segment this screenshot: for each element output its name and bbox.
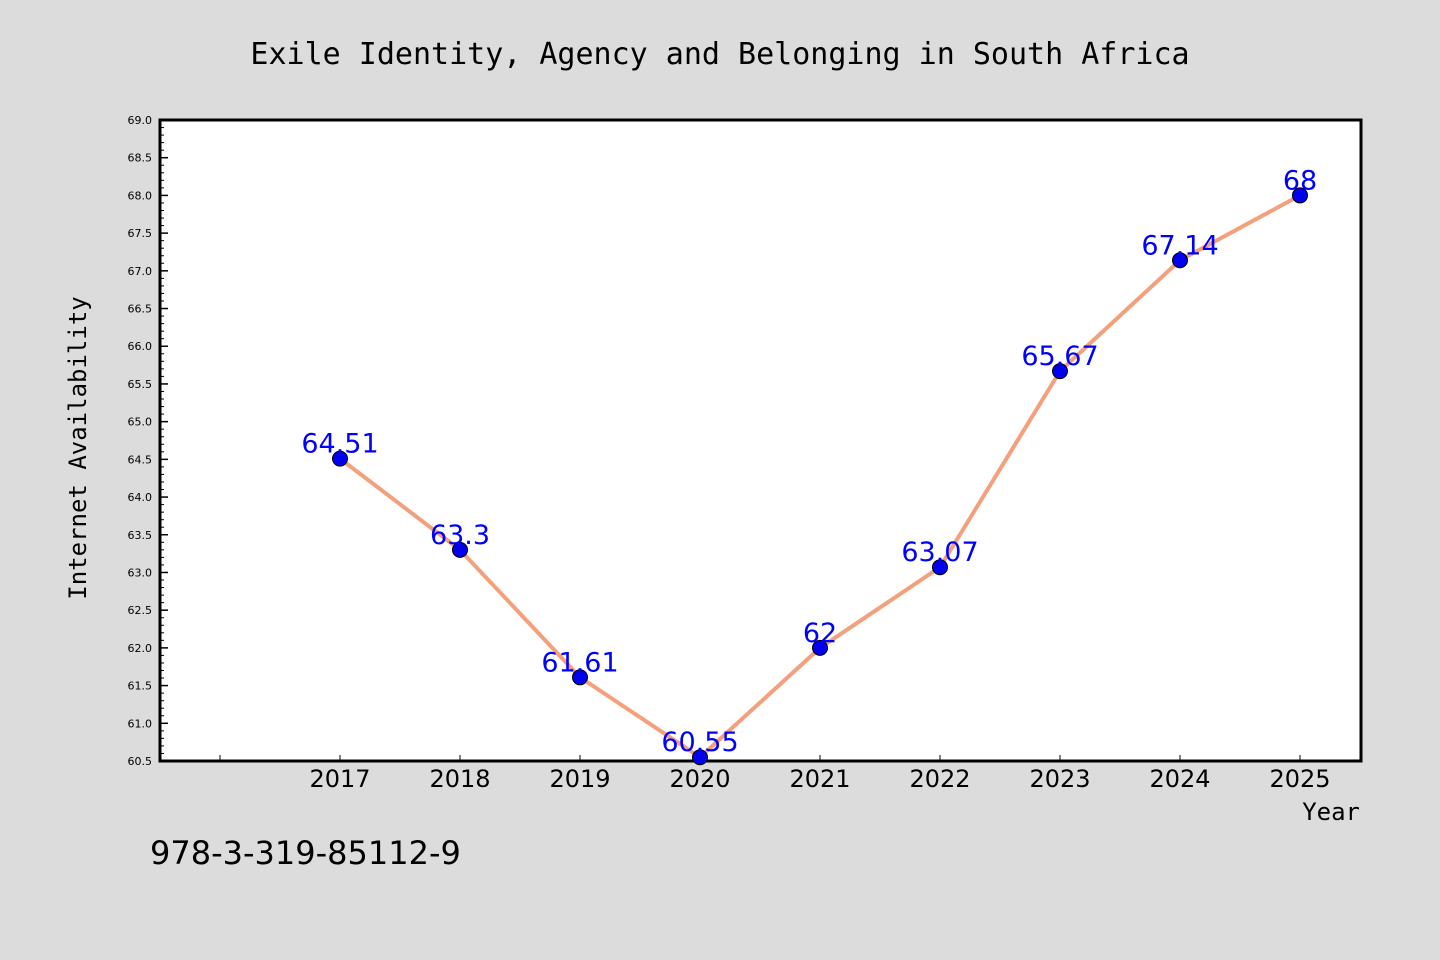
data-label: 68 xyxy=(1283,165,1317,196)
x-tick-label: 2023 xyxy=(1029,765,1090,793)
x-tick-label: 2018 xyxy=(429,765,490,793)
y-tick-label: 60.5 xyxy=(128,755,153,768)
data-label: 62 xyxy=(803,618,837,649)
data-point xyxy=(812,639,828,656)
y-tick-label: 66.0 xyxy=(128,340,153,353)
x-tick-label: 2025 xyxy=(1269,765,1330,793)
data-point xyxy=(452,541,468,558)
isbn-text: 978-3-319-85112-9 xyxy=(150,834,461,872)
y-tick-label: 63.0 xyxy=(128,566,153,579)
data-label: 64.51 xyxy=(301,429,378,460)
x-tick-label: 2021 xyxy=(789,765,850,793)
data-label: 67.14 xyxy=(1141,230,1218,261)
data-point xyxy=(692,749,708,766)
x-tick-label: 2024 xyxy=(1149,765,1210,793)
x-axis-label: Year xyxy=(1302,798,1360,826)
y-tick-label: 68.5 xyxy=(128,152,153,165)
data-point xyxy=(332,450,348,467)
y-axis-label: Internet Availability xyxy=(64,296,92,599)
y-tick-label: 65.5 xyxy=(128,378,153,391)
y-tick-label: 67.0 xyxy=(128,265,153,278)
data-point xyxy=(572,669,588,686)
y-tick-label: 61.0 xyxy=(128,717,153,730)
x-tick-label: 2020 xyxy=(669,765,730,793)
x-tick-label: 2022 xyxy=(909,765,970,793)
y-tick-label: 62.5 xyxy=(128,604,153,617)
y-tick-label: 69.0 xyxy=(128,114,153,127)
y-tick-label: 62.0 xyxy=(128,642,153,655)
data-point xyxy=(1052,363,1068,380)
data-point xyxy=(1292,187,1308,204)
data-label: 63.07 xyxy=(901,537,978,568)
y-tick-label: 68.0 xyxy=(128,189,153,202)
x-axis: 2017 2018 2019 2020 2021 2022 2023 2024 2025 xyxy=(219,755,1331,793)
x-tick-label: 2019 xyxy=(549,765,610,793)
data-label: 60.55 xyxy=(661,727,738,758)
x-tick-label: 2017 xyxy=(309,765,370,793)
data-point xyxy=(932,559,948,576)
chart-title: Exile Identity, Agency and Belonging in … xyxy=(250,37,1189,72)
data-point xyxy=(1172,252,1188,269)
y-tick-label: 64.5 xyxy=(128,453,153,466)
y-tick-label: 64.0 xyxy=(128,491,153,504)
data-label: 61.61 xyxy=(541,647,618,678)
y-tick-label: 66.5 xyxy=(128,303,153,316)
y-tick-label: 67.5 xyxy=(128,227,153,240)
y-tick-label: 65.0 xyxy=(128,416,153,429)
series-group: 64.51 63.3 61.61 60.55 62 63.07 65.67 67.14 68 xyxy=(301,165,1317,766)
data-label: 65.67 xyxy=(1021,341,1098,372)
data-label: 63.3 xyxy=(430,520,490,551)
y-axis: 60.5 61.0 61.5 62.0 62.5 63.0 63.5 64.0 64.5 65.0… xyxy=(128,114,168,768)
y-tick-label: 63.5 xyxy=(128,529,153,542)
y-tick-label: 61.5 xyxy=(128,680,153,693)
plot-area xyxy=(158,118,1363,763)
